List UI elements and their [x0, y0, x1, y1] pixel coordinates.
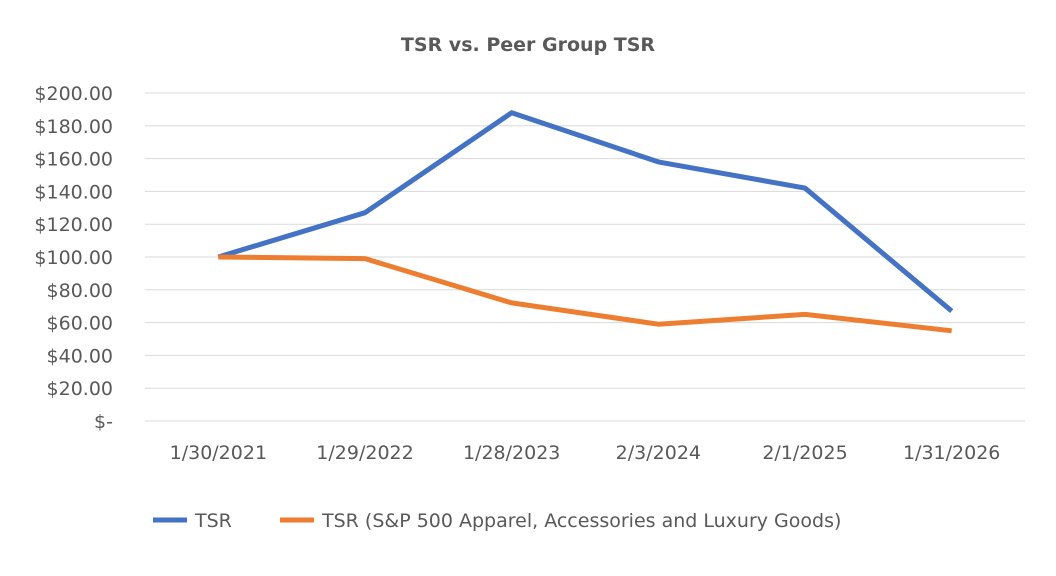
y-tick-label: $200.00 — [34, 83, 113, 105]
y-tick-label: $- — [94, 411, 113, 433]
x-tick-label: 2/3/2024 — [616, 442, 701, 464]
series-line-2 — [218, 254, 952, 334]
x-tick-label: 1/31/2026 — [903, 442, 1000, 464]
y-tick-label: $100.00 — [34, 247, 113, 269]
legend-label-2: TSR (S&P 500 Apparel, Accessories and Lu… — [321, 510, 841, 532]
series-lines — [217, 110, 954, 334]
series-line-1 — [217, 110, 954, 314]
y-tick-label: $40.00 — [47, 345, 113, 367]
legend-label-1: TSR — [194, 510, 232, 532]
y-tick-label: $140.00 — [34, 181, 113, 203]
y-tick-label: $160.00 — [34, 149, 113, 171]
y-tick-label: $60.00 — [47, 313, 113, 335]
x-tick-label: 1/30/2021 — [170, 442, 267, 464]
x-tick-label: 1/28/2023 — [463, 442, 560, 464]
y-tick-label: $180.00 — [34, 116, 113, 138]
legend: TSR TSR (S&P 500 Apparel, Accessories and… — [153, 510, 841, 532]
y-axis-tick-labels: $- $20.00 $40.00 $60.00 $80.00 $100.00 $120.00… — [34, 83, 113, 433]
x-tick-label: 2/1/2025 — [762, 442, 847, 464]
y-tick-label: $20.00 — [47, 378, 113, 400]
x-axis-tick-labels: 1/30/2021 1/29/2022 1/28/2023 2/3/2024 2/1/2… — [170, 442, 1001, 464]
chart-title: TSR vs. Peer Group TSR — [401, 34, 656, 56]
x-tick-label: 1/29/2022 — [316, 442, 413, 464]
y-tick-label: $80.00 — [47, 280, 113, 302]
y-tick-label: $120.00 — [34, 214, 113, 236]
